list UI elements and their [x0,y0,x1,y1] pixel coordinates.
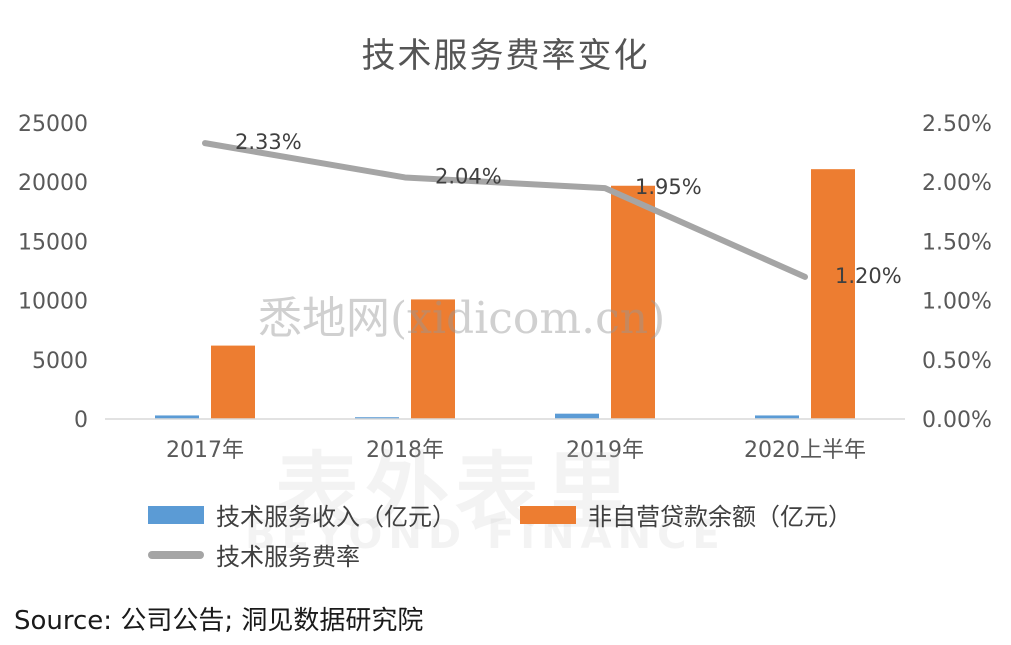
y-right-tick-label: 0.50% [922,349,992,374]
bar-loan-balance [411,299,455,419]
y-right-tick-label: 1.00% [922,290,992,315]
x-tick-label: 2017年 [166,438,244,463]
bar-tech-income [155,415,199,419]
fee-rate-data-label: 1.95% [635,175,702,199]
fee-rate-line [202,140,808,280]
bar-tech-income [555,413,599,419]
x-tick-label: 2020上半年 [744,438,866,463]
x-tick-label: 2018年 [366,438,444,463]
y-right-tick-label: 2.00% [922,171,992,196]
fee-rate-data-label: 1.20% [835,264,902,288]
legend-swatch-blue [148,505,204,524]
bar-tech-income [755,415,799,419]
chart-title: 技术服务费率变化 [361,36,650,76]
legend-item-loan-balance: 非自营贷款余额（亿元） [520,497,852,532]
y-left-tick-label: 0 [74,408,88,433]
fee-rate-data-label: 2.04% [435,164,502,188]
legend-label: 技术服务费率 [216,543,360,571]
y-left-tick-label: 5000 [32,349,88,374]
legend-swatch-gray-line [148,550,204,559]
y-left-tick-label: 10000 [18,290,88,315]
y-right-tick-label: 1.50% [922,230,992,255]
legend-label: 技术服务收入（亿元） [216,503,456,531]
y-right-tick-label: 2.50% [922,112,992,137]
bar-loan-balance [811,169,855,419]
bar-loan-balance [611,185,655,419]
fee-rate-data-label: 2.33% [235,130,302,154]
source-note: Source: 公司公告; 洞见数据研究院 [14,606,424,636]
bar-tech-income [355,417,399,419]
y-left-tick-label: 15000 [18,230,88,255]
bar-loan-balance [211,345,255,419]
y-right-tick-label: 0.00% [922,408,992,433]
legend-label: 非自营贷款余额（亿元） [588,503,852,531]
legend-item-fee-rate: 技术服务费率 [148,537,360,572]
y-left-tick-label: 20000 [18,171,88,196]
legend-swatch-orange [520,505,576,524]
x-tick-label: 2019年 [566,438,644,463]
y-left-tick-label: 25000 [18,112,88,137]
legend-item-tech-income: 技术服务收入（亿元） [148,497,456,532]
